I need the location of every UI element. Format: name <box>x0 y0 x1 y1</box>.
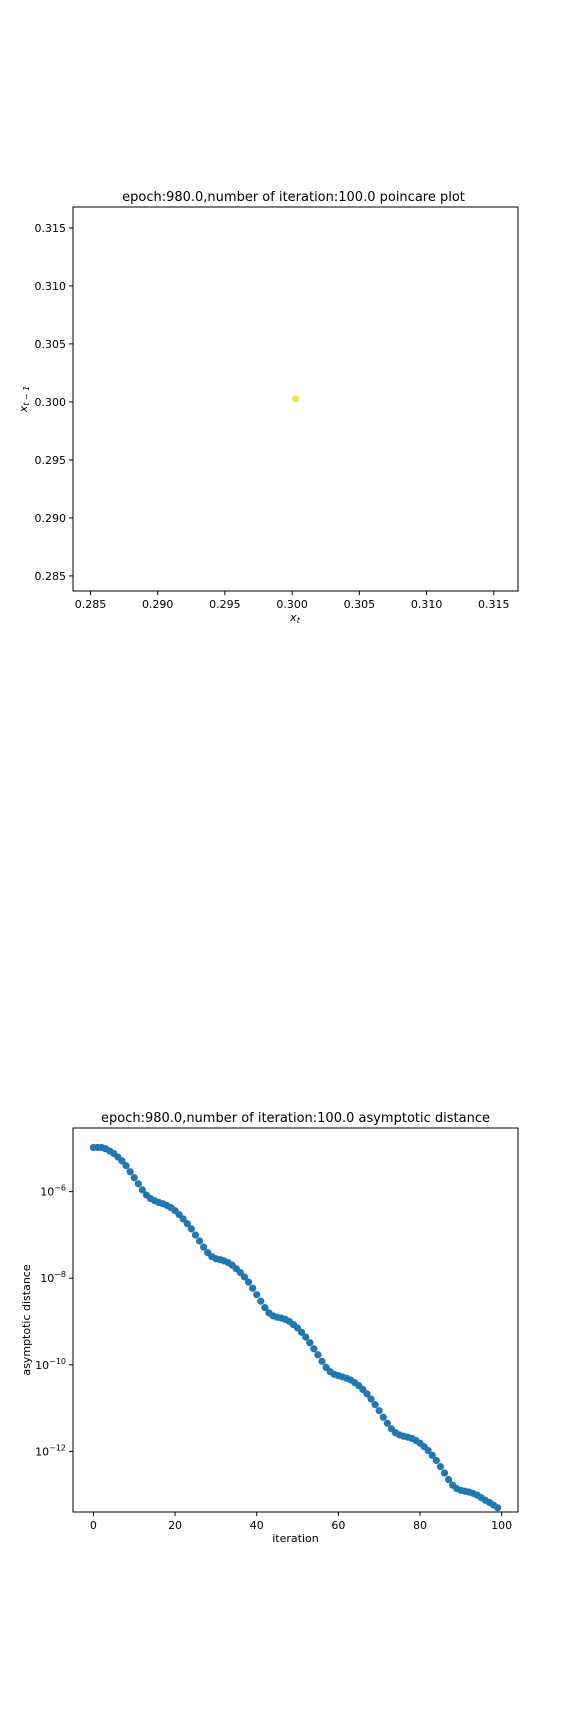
chart-title: epoch:980.0,number of iteration:100.0 as… <box>101 1111 490 1126</box>
y-tick-label: 0.295 <box>35 454 67 467</box>
y-tick-label: 0.285 <box>35 570 67 583</box>
data-point <box>134 1180 142 1188</box>
y-tick-label: 10−6 <box>40 1184 66 1199</box>
x-tick-label: 80 <box>413 1519 427 1532</box>
data-point <box>428 1451 436 1459</box>
x-tick-label: 0.295 <box>209 598 241 611</box>
data-point <box>318 1357 326 1365</box>
data-point <box>138 1186 147 1194</box>
data-point <box>179 1215 187 1223</box>
data-point <box>314 1351 322 1359</box>
y-tick-label: 0.315 <box>35 222 67 235</box>
x-axis-label: xt <box>289 611 301 625</box>
y-axis-label: xt − 1 <box>17 386 31 414</box>
data-point <box>371 1401 379 1409</box>
data-point <box>375 1407 383 1415</box>
data-point <box>261 1304 269 1312</box>
x-tick-label: 0.290 <box>142 598 174 611</box>
x-tick-label: 0.305 <box>344 598 376 611</box>
plot-frame <box>72 1127 519 1513</box>
x-tick-label: 20 <box>168 1519 182 1532</box>
points <box>89 1143 502 1512</box>
x-tick-label: 0.285 <box>75 598 107 611</box>
x-tick-label: 60 <box>331 1519 345 1532</box>
y-tick-label: 0.300 <box>35 396 67 409</box>
data-point <box>293 396 300 403</box>
poincare-chart: epoch:980.0,number of iteration:100.0 po… <box>17 190 519 625</box>
x-tick-label: 40 <box>250 1519 264 1532</box>
y-tick-label: 0.290 <box>35 512 67 525</box>
data-point <box>244 1278 253 1286</box>
x-tick-label: 100 <box>491 1519 512 1532</box>
data-point <box>302 1333 310 1341</box>
data-point <box>257 1297 265 1305</box>
y-tick-label: 0.305 <box>35 338 67 351</box>
y-tick-label: 10−8 <box>40 1270 66 1285</box>
x-ticks: 0.285 0.290 0.295 0.300 0.305 0.310 0.315 <box>75 591 510 611</box>
data-point <box>440 1469 449 1477</box>
data-point <box>249 1284 257 1292</box>
data-point <box>310 1345 318 1353</box>
data-point <box>191 1231 200 1239</box>
data-point <box>306 1339 314 1347</box>
y-tick-label: 10−10 <box>35 1357 66 1372</box>
x-tick-label: 0.310 <box>411 598 443 611</box>
x-tick-label: 0 <box>90 1519 97 1532</box>
data-point <box>200 1243 208 1251</box>
y-tick-label: 0.310 <box>35 280 67 293</box>
data-point <box>253 1291 261 1299</box>
x-tick-label: 0.315 <box>478 598 510 611</box>
y-ticks: 0.285 0.290 0.295 0.300 0.305 0.310 0.315 <box>35 222 73 583</box>
x-tick-label: 0.300 <box>276 598 308 611</box>
y-axis-label: asymptotic distance <box>20 1264 33 1375</box>
data-point <box>424 1446 432 1455</box>
data-point <box>118 1157 126 1165</box>
data-point <box>187 1225 195 1233</box>
data-point <box>367 1395 375 1403</box>
x-ticks: 0 20 40 60 80 100 <box>90 1512 512 1532</box>
x-axis-label: iteration <box>272 1532 318 1545</box>
data-point <box>183 1220 191 1228</box>
data-point <box>130 1174 138 1182</box>
data-point <box>298 1328 306 1336</box>
points <box>292 395 300 403</box>
data-point <box>195 1237 204 1245</box>
data-point <box>240 1273 249 1281</box>
y-tick-label: 10−12 <box>35 1443 66 1458</box>
data-point <box>383 1419 391 1427</box>
data-point <box>436 1462 445 1471</box>
plot-frame <box>72 206 519 592</box>
data-point <box>126 1168 134 1176</box>
y-ticks: 10−6 10−8 10−10 10−12 <box>35 1184 73 1458</box>
data-point <box>444 1475 453 1484</box>
data-point <box>493 1504 502 1512</box>
data-point <box>432 1456 440 1465</box>
asymptotic-distance-chart: epoch:980.0,number of iteration:100.0 as… <box>20 1111 519 1545</box>
data-point <box>122 1162 130 1170</box>
data-point <box>379 1413 387 1421</box>
chart-title: epoch:980.0,number of iteration:100.0 po… <box>122 190 465 205</box>
data-point <box>363 1390 371 1398</box>
